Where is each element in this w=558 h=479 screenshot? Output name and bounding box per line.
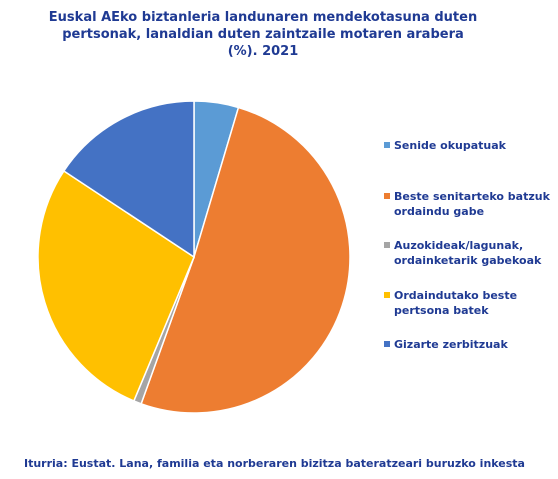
legend-label: Auzokideak/lagunak, ordainketarik gabeko…	[394, 238, 541, 268]
pie-slice-3	[37, 169, 195, 402]
pie-slice-1	[140, 106, 351, 414]
legend-label-line: Beste senitarteko batzuk	[394, 190, 550, 203]
legend-item-auzokideak: Auzokideak/lagunak, ordainketarik gabeko…	[384, 238, 541, 268]
legend-swatch	[384, 193, 390, 199]
legend-label-line: Senide okupatuak	[394, 139, 506, 152]
source-note: Iturria: Eustat. Lana, familia eta norbe…	[24, 457, 525, 470]
legend-label-line: Ordaindutako beste	[394, 289, 518, 302]
legend-label: Ordaindutako beste pertsona batek	[394, 288, 517, 318]
chart-title-line-1: Euskal AEko biztanleria landunaren mende…	[48, 10, 478, 25]
legend-label: Gizarte zerbitzuak	[394, 337, 508, 352]
legend-label: Beste senitarteko batzuk ordaindu gabe	[394, 189, 550, 219]
legend-swatch	[384, 142, 390, 148]
legend-label-line: Gizarte zerbitzuak	[394, 338, 508, 351]
legend-item-gizarte-zerbitzuak: Gizarte zerbitzuak	[384, 337, 508, 352]
legend-swatch	[384, 341, 390, 347]
legend-item-ordaindutako: Ordaindutako beste pertsona batek	[384, 288, 517, 318]
legend-label-line: pertsona batek	[394, 304, 489, 317]
legend-label: Senide okupatuak	[394, 138, 506, 153]
legend-swatch	[384, 292, 390, 298]
chart-title: Euskal AEko biztanleria landunaren mende…	[8, 9, 518, 60]
legend-label-line: Auzokideak/lagunak,	[394, 239, 524, 252]
legend-label-line: ordaindu gabe	[394, 205, 485, 218]
legend-swatch	[384, 242, 390, 248]
legend-item-senide-okupatuak: Senide okupatuak	[384, 138, 506, 153]
legend-item-beste-senitarteko: Beste senitarteko batzuk ordaindu gabe	[384, 189, 550, 219]
pie-slice-4	[62, 100, 195, 259]
chart-title-line-2: pertsonak, lanaldian duten zaintzaile mo…	[62, 27, 464, 42]
legend-label-line: ordainketarik gabekoak	[394, 254, 542, 267]
chart-title-line-3: (%). 2021	[227, 44, 299, 59]
